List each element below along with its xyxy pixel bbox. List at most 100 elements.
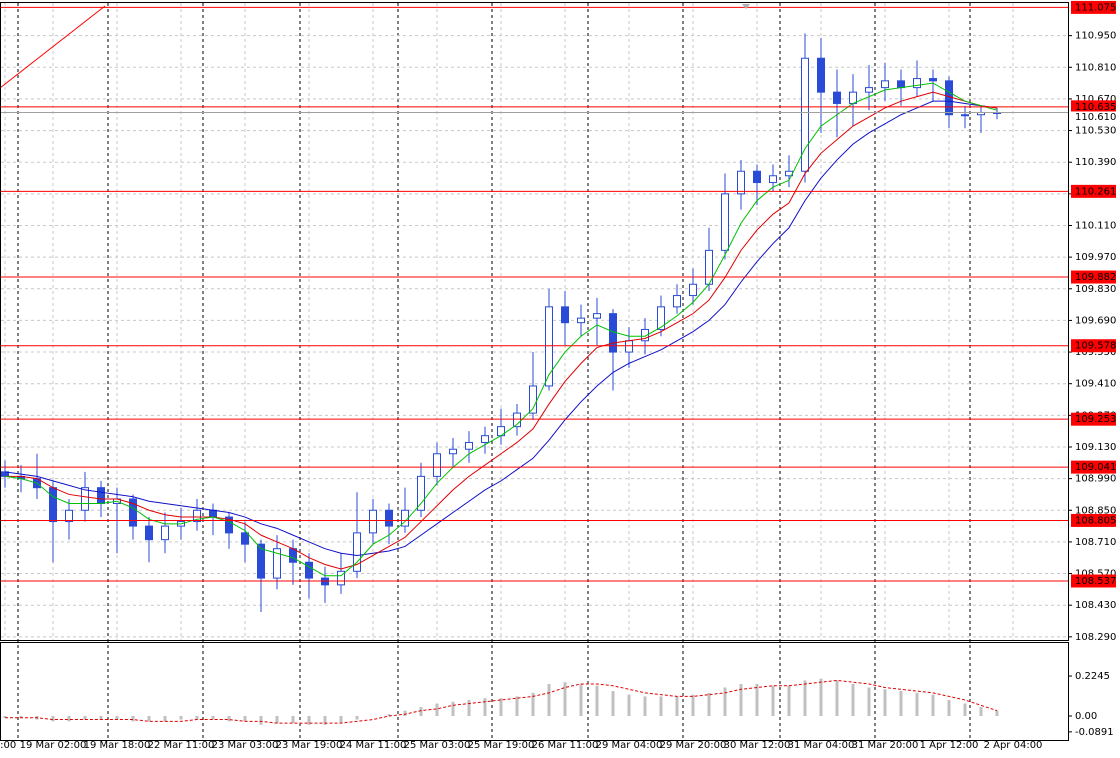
x-tick-label: 19 Mar 18:00	[84, 740, 151, 751]
candle-body	[161, 525, 169, 541]
candle-body	[673, 295, 681, 308]
candle-body	[801, 57, 809, 172]
candle-body	[417, 475, 425, 511]
candle-body	[81, 487, 89, 511]
x-tick-label: 26 Mar 11:00	[532, 740, 599, 751]
level-label-bg	[1071, 339, 1116, 353]
candle-body	[97, 487, 105, 504]
y-tick-label: 110.390	[1075, 157, 1116, 168]
candle-body	[193, 509, 201, 523]
macd-signal	[5, 679, 998, 724]
main-pane-border	[0, 2, 1069, 641]
x-tick-label: 23 Mar 03:00	[212, 740, 279, 751]
x-tick-label: 2 Apr 04:00	[984, 740, 1043, 751]
candle-body	[689, 283, 697, 297]
candle-body	[209, 509, 217, 518]
y-tick-label: 108.570	[1075, 569, 1116, 580]
candle-body	[433, 453, 441, 477]
candle-body	[289, 548, 297, 563]
candle-body	[657, 306, 665, 330]
level-label: 108.805	[1075, 515, 1116, 526]
y-tick-label: 109.130	[1075, 442, 1116, 453]
x-tick-label: 1 Apr 12:00	[920, 740, 979, 751]
candle-body	[849, 91, 857, 104]
level-label-bg	[1071, 574, 1116, 588]
candle-body	[737, 170, 745, 195]
candle-body	[145, 525, 153, 541]
candle-body	[817, 57, 825, 93]
x-tick-label: 29 Mar 20:00	[660, 740, 727, 751]
x-tick-label: 19 Mar 02:00	[20, 740, 87, 751]
y-tick-label: 110.530	[1075, 126, 1116, 137]
x-tick-label: 25 Mar 03:00	[404, 740, 471, 751]
y-tick-label: 109.410	[1075, 379, 1116, 390]
level-label: 110.635	[1075, 102, 1116, 113]
x-tick-label: 0:00	[0, 740, 16, 751]
y-tick-label: 110.950	[1075, 31, 1116, 42]
moving-average	[5, 91, 998, 570]
candle-body	[225, 516, 233, 534]
candle-body	[769, 175, 777, 184]
y-tick-label: 108.290	[1075, 632, 1116, 643]
candle-body	[721, 193, 729, 251]
candle-body	[529, 385, 537, 414]
indicator-pane-border	[0, 642, 1069, 741]
y-tick-label: 108.990	[1075, 474, 1116, 485]
level-label-bg	[1071, 0, 1116, 14]
candle-body	[337, 570, 345, 586]
shift-marker	[742, 4, 750, 9]
x-tick-label: 30 Mar 12:00	[724, 740, 791, 751]
candle-body	[449, 448, 457, 455]
y-tick-label: 108.850	[1075, 505, 1116, 516]
candle-body	[865, 87, 873, 93]
candle-body	[241, 532, 249, 545]
candle-body	[561, 306, 569, 324]
x-tick-label: 23 Mar 19:00	[276, 740, 343, 751]
candle-body	[593, 313, 601, 319]
candle-body	[257, 543, 265, 579]
level-label-bg	[1071, 460, 1116, 474]
x-tick-label: 24 Mar 11:00	[340, 740, 407, 751]
x-tick-label: 29 Mar 04:00	[596, 740, 663, 751]
candle-body	[273, 548, 281, 579]
candle-body	[753, 170, 761, 184]
candle-body	[881, 80, 889, 89]
y-tick-label: 110.110	[1075, 220, 1116, 231]
level-label: 111.075	[1075, 2, 1116, 13]
level-label: 109.578	[1075, 341, 1116, 352]
candle-body	[369, 509, 377, 534]
candle-body	[625, 340, 633, 353]
level-label: 109.882	[1075, 272, 1116, 283]
y-tick-label: 0.00	[1075, 711, 1097, 722]
y-tick-label: 109.550	[1075, 347, 1116, 358]
y-tick-label: 108.430	[1075, 600, 1116, 611]
candle-body	[465, 441, 473, 450]
candle-body	[65, 509, 73, 523]
candle-body	[897, 80, 905, 89]
trend-line	[0, 5, 106, 89]
bid-label-bg	[1071, 111, 1116, 123]
y-tick-label: -0.0891	[1075, 727, 1114, 738]
candle-body	[913, 78, 921, 89]
candle-body	[961, 114, 969, 117]
level-label: 108.537	[1075, 576, 1116, 587]
y-tick-label: 109.970	[1075, 252, 1116, 263]
y-tick-label: 109.690	[1075, 315, 1116, 326]
bid-label: 110.610	[1075, 112, 1116, 123]
level-label: 109.253	[1075, 414, 1116, 425]
level-label-bg	[1071, 412, 1116, 426]
candle-body	[513, 412, 521, 428]
x-tick-label: 22 Mar 11:00	[148, 740, 215, 751]
candle-body	[833, 91, 841, 104]
x-tick-label: 31 Mar 04:00	[788, 740, 855, 751]
level-label-bg	[1071, 270, 1116, 284]
y-tick-label: 108.710	[1075, 537, 1116, 548]
candle-body	[353, 532, 361, 572]
candle-body	[129, 498, 137, 527]
x-tick-label: 25 Mar 19:00	[468, 740, 535, 751]
candle-body	[929, 78, 937, 82]
candle-body	[305, 561, 313, 579]
y-tick-label: 109.830	[1075, 284, 1116, 295]
